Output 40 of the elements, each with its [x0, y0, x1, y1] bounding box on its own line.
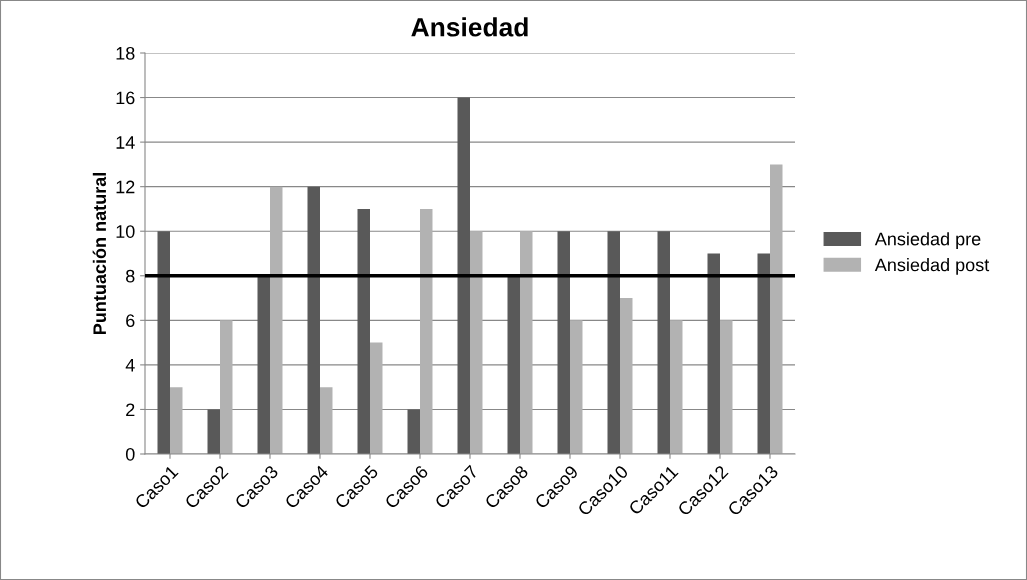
y-tick-label: 4 [125, 359, 135, 372]
y-tick-label: 16 [116, 91, 135, 105]
y-tick-label: 2 [126, 403, 135, 416]
bar [157, 231, 170, 454]
bar [470, 231, 483, 454]
bar [507, 275, 520, 454]
y-tick-label: 14 [116, 136, 135, 149]
legend-label: Ansiedad post [874, 258, 990, 275]
bar [620, 298, 633, 454]
bar [770, 164, 783, 454]
bar [270, 186, 283, 454]
bar [370, 342, 383, 454]
y-tick-label: 8 [126, 269, 135, 283]
bar [220, 320, 233, 454]
bar [420, 208, 433, 454]
bar [520, 231, 533, 454]
bar [657, 231, 670, 454]
bar [170, 387, 183, 454]
bar [757, 253, 770, 454]
y-tick-label: 12 [116, 180, 135, 194]
y-axis-title: Puntuación natural [92, 173, 107, 335]
chart-title: Ansiedad [411, 17, 528, 37]
y-tick-label: 0 [125, 447, 135, 461]
bar [307, 186, 320, 454]
bar [570, 320, 583, 454]
bar [457, 97, 470, 454]
bar [670, 320, 683, 454]
bar [320, 387, 333, 454]
bar [257, 275, 270, 454]
y-tick-label: 6 [126, 314, 135, 328]
bar [357, 208, 370, 454]
bar [407, 409, 420, 454]
y-tick-label: 18 [116, 46, 135, 60]
bar [207, 409, 220, 454]
bar [607, 231, 620, 454]
bar [557, 231, 570, 454]
bar [707, 253, 720, 454]
y-tick-label: 10 [116, 225, 135, 238]
legend-label: Ansiedad pre [874, 232, 981, 249]
bar [720, 320, 733, 454]
